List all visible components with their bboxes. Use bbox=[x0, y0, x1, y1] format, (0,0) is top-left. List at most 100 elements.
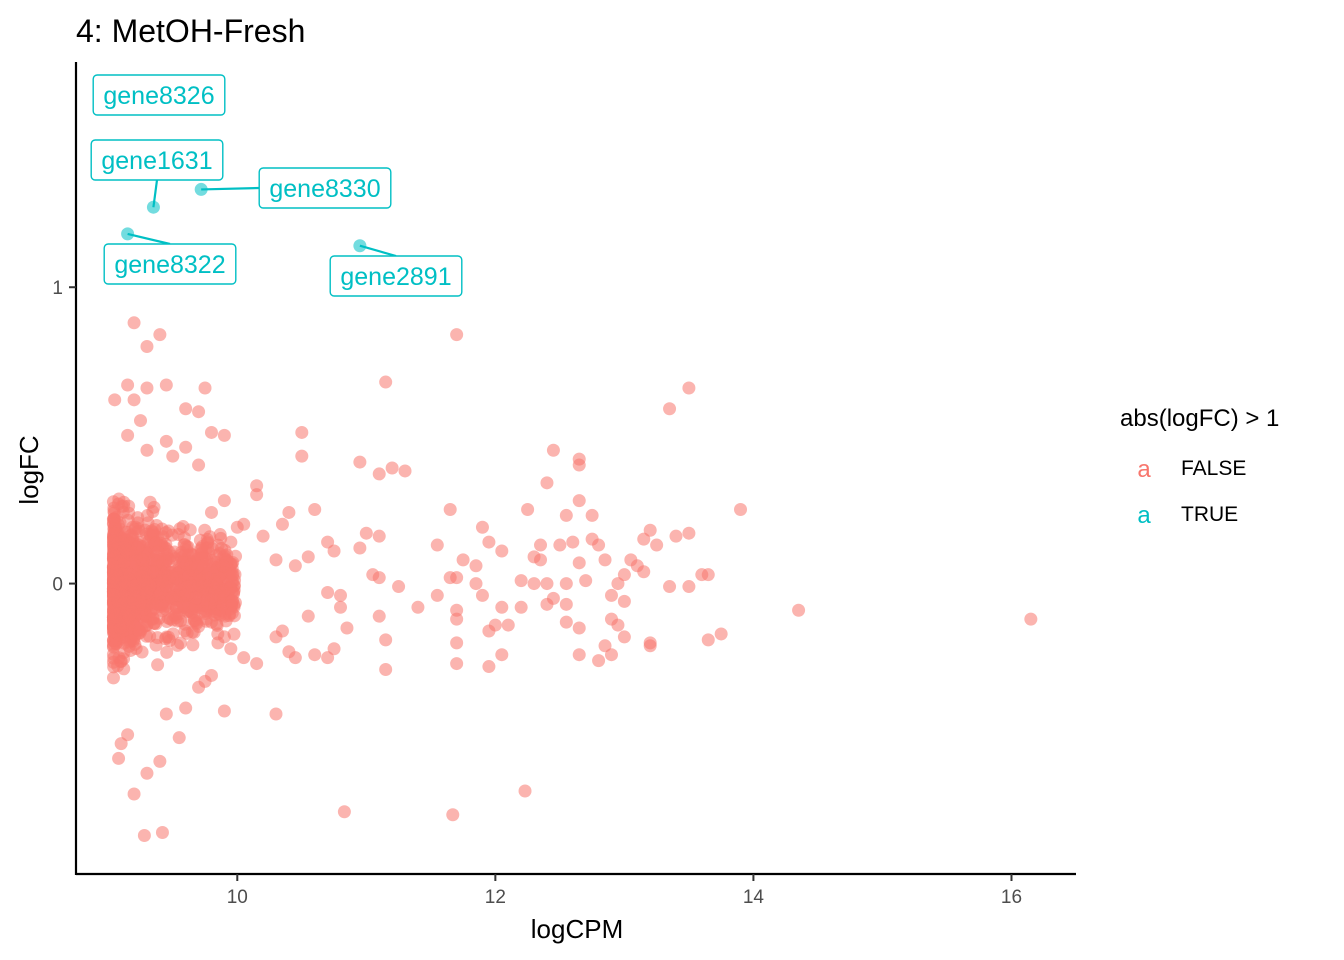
data-point-false bbox=[202, 567, 216, 581]
legend: abs(logFC) > 1 a FALSE a TRUE bbox=[1120, 405, 1279, 529]
data-point-false bbox=[122, 610, 136, 624]
label-connector bbox=[127, 232, 171, 246]
data-point-false bbox=[159, 707, 173, 721]
data-point-false bbox=[107, 571, 121, 585]
y-tick-label: 1 bbox=[52, 278, 63, 299]
y-axis-title: logFC bbox=[14, 435, 44, 504]
data-point-false bbox=[534, 538, 548, 552]
data-point-false bbox=[179, 701, 193, 715]
data-point-false bbox=[321, 585, 335, 599]
data-point-false bbox=[475, 588, 489, 602]
data-point-false bbox=[128, 637, 142, 651]
data-point-false bbox=[682, 381, 696, 395]
data-point-false bbox=[469, 577, 483, 591]
gene-label-box bbox=[103, 243, 237, 285]
data-point-false bbox=[107, 522, 121, 536]
data-point-true bbox=[194, 182, 208, 196]
data-point-false bbox=[180, 588, 194, 602]
data-point-false bbox=[501, 618, 515, 632]
data-point-false bbox=[282, 505, 296, 519]
data-point-false bbox=[137, 828, 151, 842]
data-point-false bbox=[637, 565, 651, 579]
data-point-false bbox=[475, 520, 489, 534]
x-tick-label: 10 bbox=[227, 887, 248, 908]
label-connector bbox=[201, 186, 260, 191]
legend-key: a bbox=[1137, 502, 1151, 529]
data-point-false bbox=[139, 609, 153, 623]
data-point-false bbox=[411, 600, 425, 614]
data-point-false bbox=[159, 378, 173, 392]
data-point-false bbox=[156, 530, 170, 544]
data-point-false bbox=[734, 502, 748, 516]
gene-label-box bbox=[258, 167, 392, 209]
data-point-false bbox=[204, 615, 218, 629]
data-point-false bbox=[275, 517, 289, 531]
data-point-false bbox=[663, 402, 677, 416]
data-point-false bbox=[123, 567, 137, 581]
data-point-false bbox=[385, 461, 399, 475]
legend-title: abs(logFC) > 1 bbox=[1120, 405, 1279, 432]
data-point-false bbox=[301, 550, 315, 564]
data-point-false bbox=[269, 553, 283, 567]
data-point-false bbox=[204, 425, 218, 439]
data-point-false bbox=[372, 529, 386, 543]
data-point-false bbox=[598, 553, 612, 567]
y-tick-label: 0 bbox=[52, 575, 63, 596]
data-point-false bbox=[643, 636, 657, 650]
legend-label: TRUE bbox=[1181, 503, 1238, 526]
data-point-false bbox=[521, 502, 535, 516]
data-point-false bbox=[179, 402, 193, 416]
chart-title: 4: MetOH-Fresh bbox=[76, 13, 305, 49]
data-point-false bbox=[192, 405, 206, 419]
data-point-false bbox=[518, 784, 532, 798]
data-point-false bbox=[559, 597, 573, 611]
data-point-false bbox=[446, 808, 460, 822]
data-point-false bbox=[153, 754, 167, 768]
data-point-false bbox=[663, 580, 677, 594]
data-point-false bbox=[398, 464, 412, 478]
data-point-false bbox=[159, 434, 173, 448]
data-point-false bbox=[308, 648, 322, 662]
data-point-false bbox=[269, 707, 283, 721]
data-point-false bbox=[430, 588, 444, 602]
data-point-false bbox=[450, 612, 464, 626]
data-point-false bbox=[301, 609, 315, 623]
data-point-false bbox=[482, 660, 496, 674]
data-point-false bbox=[140, 766, 154, 780]
data-point-false bbox=[190, 617, 204, 631]
data-point-false bbox=[153, 328, 167, 342]
data-point-true bbox=[146, 200, 160, 214]
data-point-false bbox=[217, 704, 231, 718]
data-point-false bbox=[295, 425, 309, 439]
legend-key: a bbox=[1137, 456, 1151, 483]
data-point-false bbox=[127, 393, 141, 407]
data-point-false bbox=[566, 535, 580, 549]
gene-label-text: gene8330 bbox=[269, 175, 380, 203]
data-point-false bbox=[140, 509, 154, 523]
data-point-false bbox=[113, 621, 127, 635]
data-point-false bbox=[250, 488, 264, 502]
data-point-false bbox=[392, 580, 406, 594]
x-tick-label: 16 bbox=[1001, 887, 1022, 908]
data-point-false bbox=[176, 598, 190, 612]
data-point-false bbox=[131, 511, 145, 525]
data-point-false bbox=[592, 654, 606, 668]
data-point-false bbox=[540, 577, 554, 591]
data-point-false bbox=[559, 615, 573, 629]
data-point-false bbox=[379, 663, 393, 677]
data-point-false bbox=[495, 544, 509, 558]
x-tick-label: 12 bbox=[485, 887, 506, 908]
data-point-false bbox=[546, 443, 560, 457]
data-point-false bbox=[450, 657, 464, 671]
data-point-false bbox=[534, 553, 548, 567]
data-point-false bbox=[174, 636, 188, 650]
data-point-false bbox=[1024, 612, 1038, 626]
data-point-false bbox=[107, 651, 121, 665]
data-point-false bbox=[617, 630, 631, 644]
data-point-false bbox=[604, 648, 618, 662]
data-point-false bbox=[353, 541, 367, 555]
gene-label-text: gene2891 bbox=[340, 263, 451, 291]
data-point-false bbox=[140, 339, 154, 353]
data-point-false bbox=[372, 467, 386, 481]
data-point-false bbox=[256, 529, 270, 543]
